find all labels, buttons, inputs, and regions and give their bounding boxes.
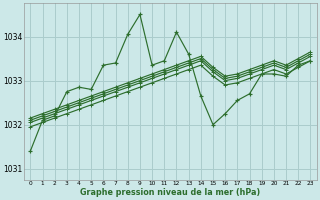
X-axis label: Graphe pression niveau de la mer (hPa): Graphe pression niveau de la mer (hPa) [80,188,260,197]
